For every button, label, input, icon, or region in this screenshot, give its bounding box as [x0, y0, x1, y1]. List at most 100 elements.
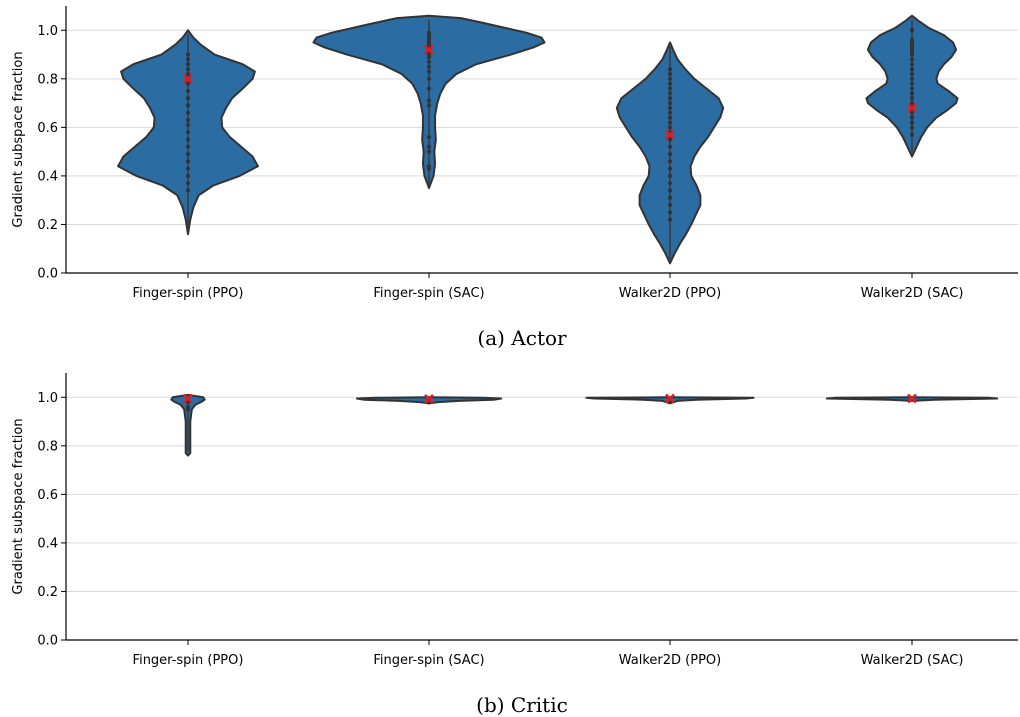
actor-data-point	[909, 125, 915, 130]
actor-data-point	[185, 188, 191, 193]
actor-ytick-label: 0.4	[37, 169, 58, 184]
critic-ytick-label: 0.6	[37, 488, 58, 503]
critic-ytick-label: 1.0	[37, 391, 58, 406]
actor-data-point	[667, 96, 673, 101]
actor-data-point	[185, 151, 191, 157]
actor-data-point	[426, 76, 432, 81]
actor-median-marker-1	[424, 44, 434, 55]
actor-data-point	[667, 181, 673, 186]
actor-data-point	[667, 120, 673, 125]
actor-data-point	[185, 173, 191, 179]
actor-data-point	[185, 144, 191, 149]
actor-data-point	[667, 173, 673, 179]
actor-data-point	[667, 115, 673, 120]
actor-data-point	[185, 122, 191, 128]
actor-data-point	[909, 28, 915, 33]
actor-data-point	[426, 166, 432, 171]
actor-data-point	[667, 125, 673, 130]
actor-median-marker-0	[183, 73, 193, 84]
actor-data-point	[185, 62, 191, 67]
critic-data-point	[185, 407, 191, 412]
actor-data-point	[909, 52, 915, 57]
actor-data-point	[667, 195, 673, 200]
actor-data-point	[185, 110, 191, 115]
critic-median-marker-1	[424, 394, 434, 404]
actor-data-point	[667, 110, 673, 115]
actor-data-point	[667, 188, 673, 193]
actor-data-point	[185, 103, 191, 108]
actor-data-point	[667, 144, 673, 149]
actor-data-point	[426, 103, 432, 108]
critic-ytick-label: 0.2	[37, 585, 58, 600]
actor-data-point	[185, 88, 191, 94]
actor-xtick-label: Finger-spin (SAC)	[373, 286, 484, 301]
actor-data-point	[426, 86, 432, 91]
actor-data-point	[185, 81, 191, 86]
actor-xtick-label: Walker2D (PPO)	[619, 286, 721, 301]
critic-ytick-label: 0.0	[37, 634, 58, 649]
actor-y-axis-label: Gradient subspace fraction	[11, 51, 26, 227]
actor-data-point	[909, 96, 915, 101]
critic-median-marker-3	[907, 393, 917, 404]
actor-violin-chart: 0.0 0.2 0.4 0.6 0.8 1.0 Gradient subspace frac…	[11, 6, 1018, 301]
critic-y-axis-label: Gradient subspace fraction	[11, 418, 26, 594]
actor-data-point	[909, 115, 915, 120]
actor-median-marker-3	[907, 103, 917, 113]
actor-data-point	[426, 69, 432, 74]
actor-data-point	[667, 202, 673, 208]
critic-xtick-label: Finger-spin (PPO)	[133, 653, 244, 668]
actor-data-point	[667, 100, 673, 106]
actor-data-point	[667, 86, 673, 91]
actor-data-point	[185, 52, 191, 57]
actor-data-point	[667, 91, 673, 96]
actor-data-point	[909, 76, 915, 81]
actor-data-point	[185, 137, 191, 142]
actor-ytick-label: 0.6	[37, 121, 58, 136]
actor-data-point	[909, 62, 915, 67]
actor-xtick-label: Finger-spin (PPO)	[133, 286, 244, 301]
critic-median-marker-2	[665, 393, 675, 404]
actor-data-point	[185, 71, 191, 77]
critic-violin-chart: 0.0 0.2 0.4 0.6 0.8 1.0 Gradient subspace frac…	[11, 373, 1018, 668]
actor-xtick-label: Walker2D (SAC)	[861, 286, 964, 301]
actor-data-point	[667, 76, 673, 81]
actor-ytick-label: 0.2	[37, 218, 58, 233]
actor-data-point	[909, 57, 915, 62]
actor-data-point	[667, 159, 673, 164]
actor-data-point	[909, 71, 915, 77]
actor-data-point	[426, 134, 432, 140]
actor-data-point	[426, 54, 432, 60]
actor-data-point	[909, 81, 915, 86]
actor-data-point	[667, 151, 673, 157]
actor-data-point	[185, 57, 191, 62]
actor-data-point	[426, 144, 432, 149]
critic-ytick-label: 0.8	[37, 439, 58, 454]
actor-data-point	[426, 98, 432, 103]
actor-data-point	[909, 67, 915, 72]
actor-data-point	[185, 96, 191, 101]
actor-data-point	[426, 64, 432, 69]
actor-ytick-label: 1.0	[37, 24, 58, 39]
actor-data-point	[185, 117, 191, 123]
actor-data-point	[667, 81, 673, 86]
actor-data-point	[185, 166, 191, 171]
actor-data-point	[667, 217, 673, 222]
critic-ytick-label: 0.4	[37, 536, 58, 551]
actor-data-point	[185, 67, 191, 72]
actor-data-point	[909, 91, 915, 96]
actor-data-point	[185, 159, 191, 164]
actor-data-point	[909, 86, 915, 91]
actor-data-point	[909, 132, 915, 137]
actor-data-point	[426, 59, 432, 64]
actor-data-point	[667, 166, 673, 171]
actor-data-point	[667, 105, 673, 111]
actor-data-point	[426, 149, 432, 154]
actor-ytick-label: 0.0	[37, 267, 58, 282]
critic-xtick-label: Finger-spin (SAC)	[373, 653, 484, 668]
actor-data-point	[909, 100, 915, 106]
critic-caption: (b) Critic	[476, 693, 568, 717]
actor-data-point	[667, 210, 673, 215]
actor-data-point	[185, 130, 191, 135]
actor-data-point	[667, 137, 673, 142]
